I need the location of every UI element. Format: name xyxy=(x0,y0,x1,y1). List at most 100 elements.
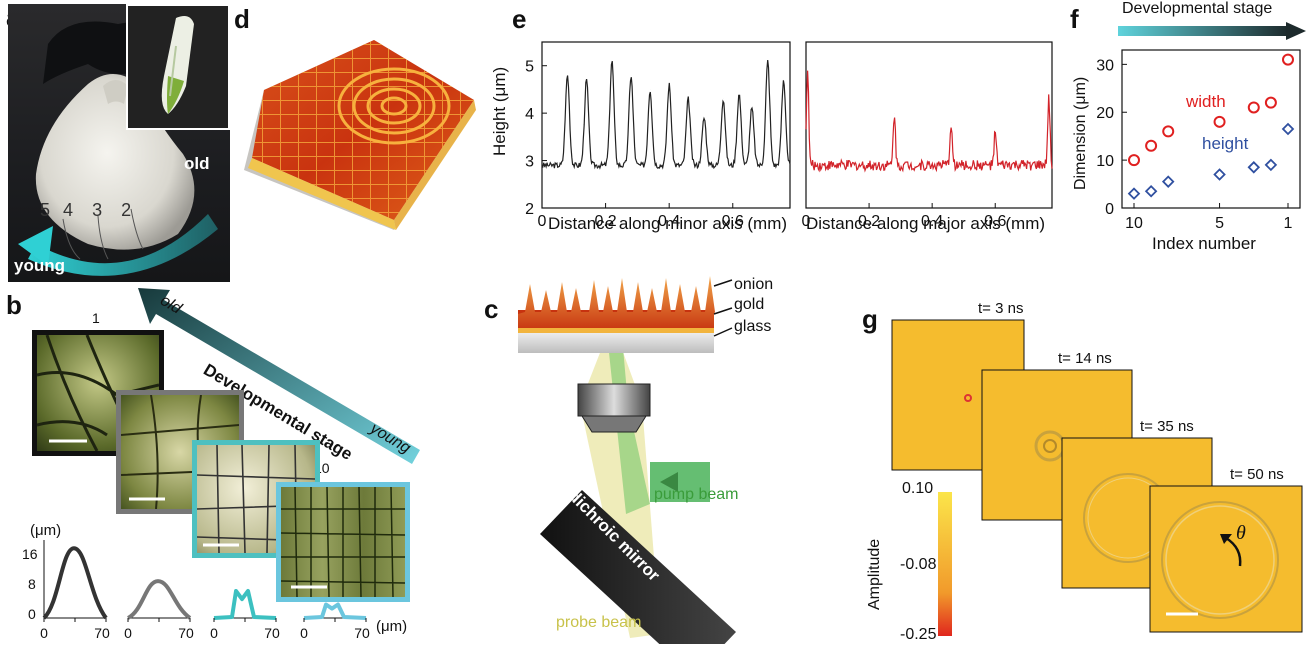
colorbar-tick: 0.10 xyxy=(902,480,934,497)
e-y-tick-label: 2 xyxy=(525,201,534,218)
developmental-stage-arrow xyxy=(138,288,420,464)
e-line-series xyxy=(805,70,1053,173)
panel-label-c: c xyxy=(484,294,499,324)
height-point xyxy=(1281,122,1295,136)
height-point xyxy=(1264,158,1278,172)
width-point xyxy=(1128,154,1140,167)
e-x-tick-label: 0.6 xyxy=(984,213,1006,230)
onion-sprout-inset xyxy=(126,4,230,130)
profile-x-tick: 70 xyxy=(94,625,110,641)
f-y-tick-label: 0 xyxy=(1105,201,1114,218)
time-label: t= 50 ns xyxy=(1230,466,1284,483)
width-point xyxy=(1247,101,1260,114)
time-label: t= 3 ns xyxy=(978,300,1024,317)
width-point xyxy=(1264,96,1277,109)
f-xlabel: Index number xyxy=(1152,234,1256,253)
colorbar-tick: -0.25 xyxy=(900,626,937,643)
height-point xyxy=(1161,175,1175,188)
width-point xyxy=(1282,53,1294,66)
f-x-tick-label: 1 xyxy=(1284,215,1293,232)
theta-label: θ xyxy=(1236,522,1246,544)
profile-x-tick: 0 xyxy=(300,625,308,641)
profile-x-tick: 70 xyxy=(354,625,370,641)
e-x-tick-label: 0 xyxy=(802,213,811,230)
profile-x-tick: 70 xyxy=(178,625,194,641)
probe-beam-label: probe beam xyxy=(556,614,642,631)
profile-x-unit: (μm) xyxy=(376,618,408,635)
profile-x-tick: 0 xyxy=(124,625,132,641)
colorbar xyxy=(938,492,952,636)
f-y-tick-label: 20 xyxy=(1096,105,1114,122)
colorbar-label: Amplitude xyxy=(866,538,883,610)
e-line-series xyxy=(541,60,791,170)
e-y-tick-label: 5 xyxy=(525,59,534,76)
e-ylabel: Height (μm) xyxy=(490,66,509,156)
profile-x-tick: 70 xyxy=(264,625,280,641)
width-series-label: width xyxy=(1186,92,1226,111)
dimension-scatter-chart: 30 20 10 0 10 5 1 xyxy=(1096,49,1301,232)
index-mark: 3 xyxy=(92,200,103,220)
f-y-tick-label: 30 xyxy=(1096,57,1114,74)
profile-curve xyxy=(126,579,192,620)
profile-curve xyxy=(303,602,367,620)
time-label: t= 35 ns xyxy=(1140,418,1194,435)
micrograph-index: 1 xyxy=(92,310,100,326)
f-title: Developmental stage xyxy=(1122,0,1273,17)
snapshot-50ns xyxy=(1149,485,1303,633)
e-plot-frame xyxy=(805,41,1053,209)
layer-gold: gold xyxy=(734,296,765,313)
profile-curve xyxy=(42,546,108,620)
height-series-label: height xyxy=(1202,134,1249,153)
f-x-tick-label: 10 xyxy=(1125,215,1143,232)
onion-photo: 5 4 3 2 old young xyxy=(8,4,230,282)
cell-walls xyxy=(37,335,159,451)
3d-surface-map xyxy=(244,40,476,230)
e-right-xlabel: Distance along major axis (mm) xyxy=(806,214,1046,233)
profile-y-tick: 8 xyxy=(28,576,36,592)
f-ylabel: Dimension (μm) xyxy=(1072,76,1089,190)
index-mark: 2 xyxy=(121,200,132,220)
profile-y-tick: 16 xyxy=(22,546,38,562)
colorbar-tick: -0.08 xyxy=(900,556,937,573)
young-label: young xyxy=(14,256,65,275)
sprout-drawing xyxy=(161,16,194,114)
e-x-tick-label: 0.4 xyxy=(921,213,943,230)
f-x-tick-label: 5 xyxy=(1215,215,1224,232)
old-label: old xyxy=(184,154,210,173)
panel-label-f: f xyxy=(1070,4,1079,34)
width-point xyxy=(1213,115,1226,128)
e-left-xlabel: Distance along minor axis (mm) xyxy=(548,214,788,233)
pump-beam-label: pump beam xyxy=(654,486,739,503)
height-point xyxy=(1213,168,1226,181)
panel-label-e: e xyxy=(512,4,527,34)
setup-diagram xyxy=(518,276,736,644)
profile-curve xyxy=(213,589,277,620)
profile-x-tick: 0 xyxy=(210,625,218,641)
cell-walls xyxy=(281,487,405,597)
layer-glass: glass xyxy=(734,318,772,335)
height-profiles: 0 70 0 70 0 70 0 70 xyxy=(40,540,370,641)
panel-label-d: d xyxy=(234,4,250,34)
e-x-tick-label: 0.4 xyxy=(658,213,680,230)
wave-snapshots xyxy=(891,319,1303,633)
profile-x-tick: 0 xyxy=(40,625,48,641)
e-x-tick-label: 0.2 xyxy=(594,213,616,230)
layer-onion: onion xyxy=(734,276,774,293)
f-plot-frame xyxy=(1121,49,1301,209)
micrograph-10 xyxy=(276,482,410,602)
panel-label-g: g xyxy=(862,304,878,334)
profile-y-tick: 0 xyxy=(28,606,36,622)
e-x-tick-label: 0.2 xyxy=(858,213,880,230)
index-mark: 5 xyxy=(40,200,51,220)
width-point xyxy=(1162,125,1175,138)
index-mark: 4 xyxy=(63,200,74,220)
f-y-tick-label: 10 xyxy=(1096,153,1114,170)
height-point xyxy=(1247,161,1261,174)
height-point xyxy=(1144,184,1158,198)
e-x-tick-label: 0 xyxy=(538,213,547,230)
e-plot-frame xyxy=(541,41,791,209)
width-point xyxy=(1145,139,1158,152)
e-y-tick-label: 4 xyxy=(525,106,534,123)
height-point xyxy=(1127,187,1141,200)
